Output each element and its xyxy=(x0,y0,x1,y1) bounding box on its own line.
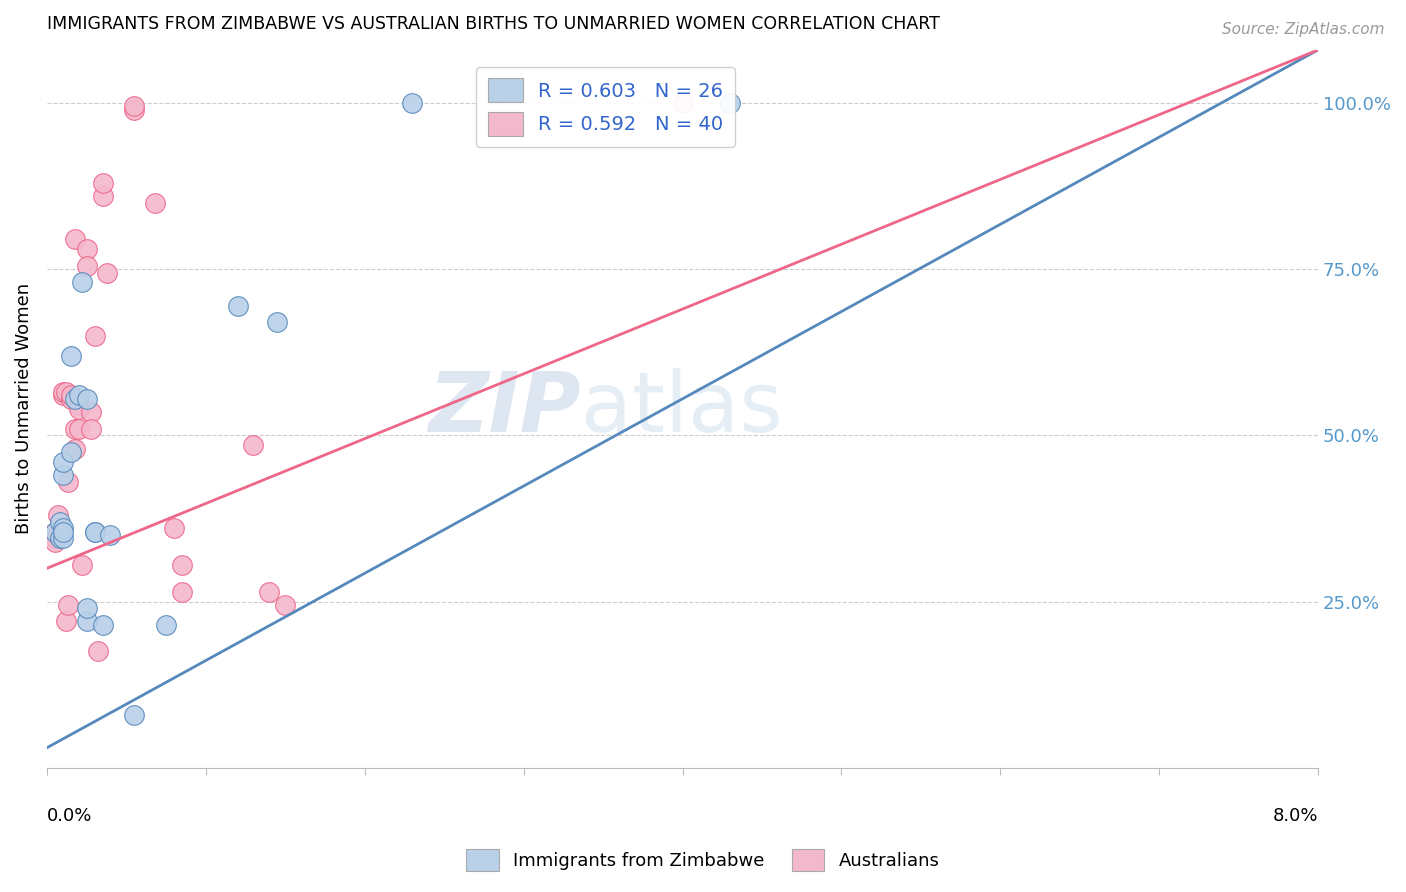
Text: 0.0%: 0.0% xyxy=(46,807,93,825)
Point xyxy=(52,388,75,402)
Text: ZIP: ZIP xyxy=(429,368,581,450)
Point xyxy=(76,601,98,615)
Point xyxy=(52,385,75,400)
Point xyxy=(242,438,264,452)
Point xyxy=(401,95,423,110)
Text: Source: ZipAtlas.com: Source: ZipAtlas.com xyxy=(1222,22,1385,37)
Point xyxy=(80,422,103,436)
Point xyxy=(59,349,82,363)
Point xyxy=(124,103,146,117)
Point xyxy=(155,617,177,632)
Point xyxy=(65,422,87,436)
Point xyxy=(718,95,741,110)
Point xyxy=(52,532,75,546)
Point xyxy=(59,388,82,402)
Point xyxy=(67,399,90,413)
Point xyxy=(124,707,146,722)
Point xyxy=(91,176,114,190)
Point xyxy=(83,524,105,539)
Point xyxy=(59,445,82,459)
Point xyxy=(65,232,87,246)
Text: atlas: atlas xyxy=(581,368,783,450)
Point xyxy=(96,266,118,280)
Y-axis label: Births to Unmarried Women: Births to Unmarried Women xyxy=(15,283,32,534)
Point xyxy=(52,468,75,483)
Point xyxy=(124,99,146,113)
Point xyxy=(70,558,93,572)
Point xyxy=(56,475,79,489)
Point xyxy=(59,392,82,406)
Point xyxy=(87,644,110,658)
Point xyxy=(91,189,114,203)
Point xyxy=(259,584,281,599)
Point xyxy=(143,195,166,210)
Point xyxy=(44,524,66,539)
Point xyxy=(170,584,193,599)
Point xyxy=(44,534,66,549)
Point xyxy=(91,617,114,632)
Text: IMMIGRANTS FROM ZIMBABWE VS AUSTRALIAN BIRTHS TO UNMARRIED WOMEN CORRELATION CHA: IMMIGRANTS FROM ZIMBABWE VS AUSTRALIAN B… xyxy=(46,15,939,33)
Point xyxy=(44,532,66,546)
Point xyxy=(274,598,297,612)
Point xyxy=(65,442,87,456)
Point xyxy=(52,521,75,535)
Point xyxy=(226,299,249,313)
Point xyxy=(55,615,77,629)
Point xyxy=(170,558,193,572)
Point xyxy=(48,528,70,542)
Point xyxy=(80,405,103,419)
Point xyxy=(671,95,693,110)
Point xyxy=(83,524,105,539)
Point xyxy=(46,508,69,522)
Point xyxy=(67,422,90,436)
Point xyxy=(52,455,75,469)
Point xyxy=(55,385,77,400)
Point xyxy=(76,392,98,406)
Point xyxy=(76,242,98,256)
Point xyxy=(76,615,98,629)
Point xyxy=(83,328,105,343)
Point xyxy=(70,276,93,290)
Point xyxy=(52,524,75,539)
Point xyxy=(76,259,98,273)
Point xyxy=(163,521,186,535)
Point xyxy=(48,532,70,546)
Point xyxy=(48,515,70,529)
Legend: R = 0.603   N = 26, R = 0.592   N = 40: R = 0.603 N = 26, R = 0.592 N = 40 xyxy=(477,67,735,147)
Point xyxy=(100,528,122,542)
Point xyxy=(46,528,69,542)
Legend: Immigrants from Zimbabwe, Australians: Immigrants from Zimbabwe, Australians xyxy=(460,842,946,879)
Point xyxy=(67,401,90,416)
Point xyxy=(65,392,87,406)
Point xyxy=(56,598,79,612)
Point xyxy=(266,315,288,329)
Point xyxy=(67,388,90,402)
Text: 8.0%: 8.0% xyxy=(1272,807,1319,825)
Point xyxy=(44,524,66,539)
